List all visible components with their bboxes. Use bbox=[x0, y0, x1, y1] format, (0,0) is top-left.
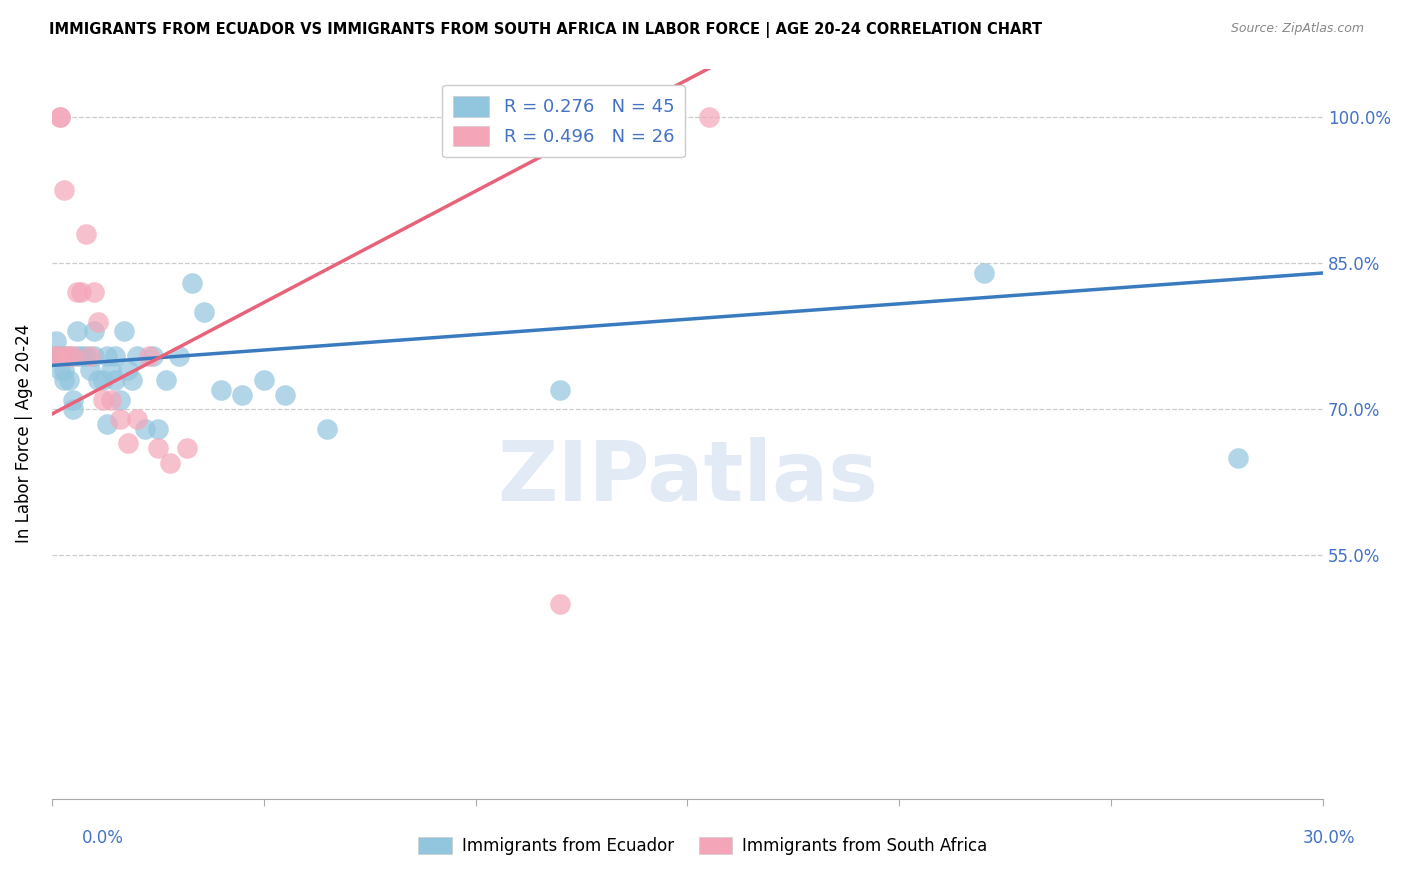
Y-axis label: In Labor Force | Age 20-24: In Labor Force | Age 20-24 bbox=[15, 324, 32, 543]
Point bbox=[70, 349, 93, 363]
Point bbox=[62, 402, 84, 417]
Text: 0.0%: 0.0% bbox=[82, 829, 124, 847]
Point bbox=[45, 349, 67, 363]
Point bbox=[53, 363, 76, 377]
Point bbox=[550, 597, 572, 611]
Point bbox=[117, 436, 139, 450]
Point bbox=[104, 349, 127, 363]
Point bbox=[176, 441, 198, 455]
Point bbox=[49, 363, 72, 377]
Point bbox=[45, 334, 67, 348]
Point bbox=[53, 349, 76, 363]
Point bbox=[193, 305, 215, 319]
Point bbox=[231, 387, 253, 401]
Point bbox=[91, 373, 114, 387]
Point bbox=[70, 285, 93, 300]
Point bbox=[100, 392, 122, 407]
Point bbox=[142, 349, 165, 363]
Legend: Immigrants from Ecuador, Immigrants from South Africa: Immigrants from Ecuador, Immigrants from… bbox=[412, 830, 994, 862]
Point bbox=[108, 412, 131, 426]
Point bbox=[66, 285, 89, 300]
Point bbox=[66, 325, 89, 339]
Point bbox=[53, 183, 76, 197]
Point bbox=[104, 373, 127, 387]
Point bbox=[121, 373, 143, 387]
Point bbox=[62, 392, 84, 407]
Point bbox=[209, 383, 232, 397]
Point bbox=[96, 417, 118, 431]
Point bbox=[125, 412, 148, 426]
Text: 30.0%: 30.0% bbox=[1302, 829, 1355, 847]
Point bbox=[87, 315, 110, 329]
Point bbox=[49, 110, 72, 124]
Point bbox=[464, 110, 486, 124]
Point bbox=[58, 349, 80, 363]
Point bbox=[253, 373, 276, 387]
Point bbox=[96, 349, 118, 363]
Point bbox=[155, 373, 177, 387]
Text: Source: ZipAtlas.com: Source: ZipAtlas.com bbox=[1230, 22, 1364, 36]
Point bbox=[75, 349, 97, 363]
Point bbox=[62, 349, 84, 363]
Point bbox=[125, 349, 148, 363]
Point bbox=[45, 349, 67, 363]
Point bbox=[108, 392, 131, 407]
Point bbox=[45, 349, 67, 363]
Point bbox=[117, 363, 139, 377]
Point bbox=[146, 422, 169, 436]
Point bbox=[58, 349, 80, 363]
Point bbox=[1227, 450, 1250, 465]
Point bbox=[83, 285, 105, 300]
Point bbox=[91, 392, 114, 407]
Point bbox=[49, 349, 72, 363]
Point bbox=[53, 349, 76, 363]
Legend: R = 0.276   N = 45, R = 0.496   N = 26: R = 0.276 N = 45, R = 0.496 N = 26 bbox=[443, 85, 685, 157]
Text: ZIPatlas: ZIPatlas bbox=[496, 437, 877, 518]
Point bbox=[87, 373, 110, 387]
Point bbox=[146, 441, 169, 455]
Point bbox=[274, 387, 297, 401]
Point bbox=[79, 363, 101, 377]
Point bbox=[316, 422, 339, 436]
Point bbox=[550, 383, 572, 397]
Point bbox=[159, 456, 181, 470]
Point bbox=[66, 349, 89, 363]
Point bbox=[83, 325, 105, 339]
Point bbox=[49, 110, 72, 124]
Point bbox=[75, 227, 97, 241]
Point bbox=[167, 349, 190, 363]
Point bbox=[112, 325, 135, 339]
Point bbox=[83, 349, 105, 363]
Text: IMMIGRANTS FROM ECUADOR VS IMMIGRANTS FROM SOUTH AFRICA IN LABOR FORCE | AGE 20-: IMMIGRANTS FROM ECUADOR VS IMMIGRANTS FR… bbox=[49, 22, 1042, 38]
Point bbox=[697, 110, 720, 124]
Point bbox=[973, 266, 995, 280]
Point bbox=[79, 349, 101, 363]
Point bbox=[134, 422, 156, 436]
Point bbox=[58, 373, 80, 387]
Point bbox=[180, 276, 202, 290]
Point bbox=[100, 363, 122, 377]
Point bbox=[53, 373, 76, 387]
Point bbox=[138, 349, 160, 363]
